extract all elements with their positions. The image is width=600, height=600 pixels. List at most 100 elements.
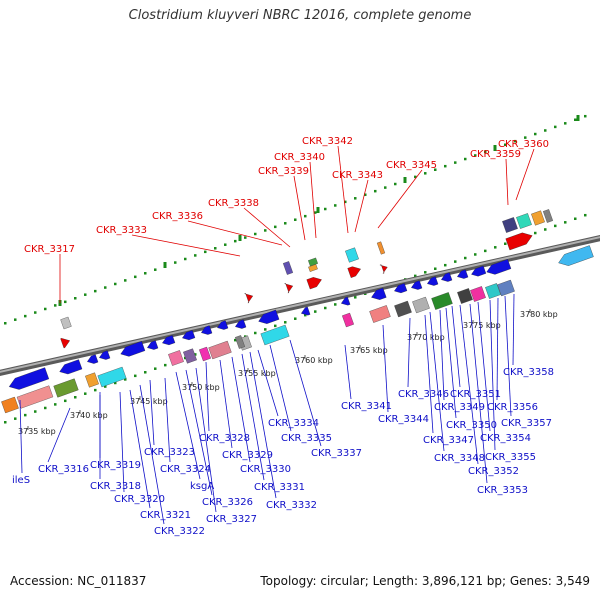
upper-track-dot bbox=[254, 232, 257, 236]
bottom-label-leader bbox=[257, 349, 279, 417]
top-gene-label: CKR_3338 bbox=[208, 198, 259, 209]
feature-block bbox=[168, 350, 184, 366]
upper-track-dot bbox=[64, 300, 67, 304]
bottom-gene-label: CKR_3353 bbox=[477, 485, 528, 496]
bottom-gene-label: CKR_3327 bbox=[206, 514, 257, 525]
genes-layer bbox=[1, 209, 594, 414]
lower-track-dot bbox=[484, 249, 487, 253]
reverse-gene-arrow bbox=[558, 245, 594, 266]
forward-feature-block bbox=[502, 217, 518, 233]
upper-track-dot bbox=[534, 132, 537, 136]
reverse-gene-arrow bbox=[87, 354, 99, 364]
bottom-gene-label: CKR_3324 bbox=[160, 464, 211, 475]
bottom-gene-label: CKR_3356 bbox=[487, 402, 538, 413]
lower-track-dot bbox=[74, 396, 77, 399]
bottom-label-leader bbox=[469, 303, 488, 484]
lower-track-dot bbox=[294, 317, 297, 320]
feature-block bbox=[260, 324, 290, 346]
lower-track-dot bbox=[14, 417, 17, 420]
reverse-gene-arrow bbox=[258, 309, 280, 324]
bottom-label-leader bbox=[231, 356, 251, 463]
bottom-gene-label: CKR_3351 bbox=[450, 389, 501, 400]
upper-track-dot bbox=[434, 168, 437, 171]
upper-track-dot bbox=[464, 157, 467, 161]
reverse-gene-arrow bbox=[162, 335, 176, 346]
upper-track-dot bbox=[444, 164, 447, 168]
lower-track-dot bbox=[124, 378, 127, 381]
lower-track-dot bbox=[564, 221, 567, 224]
bottom-gene-label: CKR_3330 bbox=[240, 464, 291, 475]
bottom-gene-label: CKR_3322 bbox=[154, 526, 205, 537]
lower-track-dot bbox=[24, 413, 27, 417]
reverse-gene-arrow bbox=[471, 265, 487, 277]
lower-track-dot bbox=[444, 263, 447, 267]
upper-track-dot bbox=[154, 268, 157, 271]
upper-track-dot bbox=[234, 239, 237, 243]
feature-block bbox=[97, 366, 127, 388]
lower-track-dot bbox=[314, 310, 317, 313]
upper-track-dot bbox=[354, 197, 357, 200]
bottom-gene-label: CKR_3316 bbox=[38, 464, 89, 475]
scale-tick-label: 3750 kbp bbox=[182, 383, 220, 392]
upper-track-dot bbox=[44, 307, 47, 311]
feature-block bbox=[431, 292, 453, 310]
bottom-gene-label: CKR_3341 bbox=[341, 401, 392, 412]
bottom-gene-label: CKR_3321 bbox=[140, 510, 191, 521]
scale-tick-label: 3770 kbp bbox=[407, 333, 445, 342]
upper-track-dash bbox=[403, 177, 407, 183]
lower-track-dot bbox=[44, 406, 47, 410]
upper-track-dot bbox=[134, 275, 137, 279]
bottom-gene-label: CKR_3347 bbox=[423, 435, 474, 446]
upper-track-dash bbox=[576, 115, 580, 121]
bottom-gene-label: CKR_3319 bbox=[90, 460, 141, 471]
upper-track-dot bbox=[124, 279, 127, 282]
lower-track-dot bbox=[424, 271, 427, 274]
lower-track-dot bbox=[4, 421, 7, 424]
lower-track-dot bbox=[264, 328, 267, 331]
upper-track-dot bbox=[94, 289, 97, 293]
feature-block bbox=[85, 372, 99, 388]
lower-track-dot bbox=[554, 224, 557, 228]
feature-block bbox=[199, 346, 211, 362]
lower-track-dot bbox=[274, 324, 277, 328]
lower-track-dot bbox=[64, 399, 67, 403]
bottom-gene-label: ksgA bbox=[190, 481, 214, 492]
bottom-label-leader bbox=[205, 361, 210, 432]
reverse-gene-arrow bbox=[441, 272, 453, 282]
bottom-gene-label: CKR_3357 bbox=[501, 418, 552, 429]
top-gene-label: CKR_3345 bbox=[386, 160, 437, 171]
bottom-gene-label: CKR_3318 bbox=[90, 481, 141, 492]
bottom-gene-label: CKR_3355 bbox=[485, 452, 536, 463]
lower-track-dot bbox=[284, 321, 287, 324]
forward-gene-arrow bbox=[379, 264, 388, 274]
forward-feature-block bbox=[60, 316, 72, 330]
upper-track-dot bbox=[4, 322, 7, 325]
forward-gene-arrow bbox=[244, 293, 254, 304]
feature-block bbox=[1, 396, 19, 414]
top-gene-label: CKR_3317 bbox=[24, 244, 75, 255]
upper-track-dot bbox=[314, 211, 317, 214]
upper-track-dot bbox=[24, 314, 27, 318]
feature-block bbox=[369, 305, 391, 323]
reverse-gene-arrow bbox=[217, 320, 229, 330]
bottom-gene-label: CKR_3323 bbox=[144, 447, 195, 458]
reverse-gene-arrow bbox=[8, 367, 50, 390]
forward-gene-arrow bbox=[505, 232, 533, 251]
lower-track-dot bbox=[534, 231, 537, 235]
bottom-label-leader bbox=[344, 344, 352, 400]
upper-track-dash bbox=[238, 235, 242, 241]
bottom-label-leader bbox=[496, 297, 499, 401]
bottom-label-leader bbox=[195, 367, 217, 513]
reverse-gene-arrow bbox=[120, 341, 146, 357]
forward-feature-block bbox=[376, 241, 386, 255]
bottom-label-leader bbox=[164, 377, 171, 463]
top-label-leader bbox=[515, 148, 535, 201]
upper-track-dot bbox=[264, 229, 267, 232]
forward-gene-arrow bbox=[306, 277, 322, 290]
reverse-gene-arrow bbox=[411, 280, 423, 290]
lower-track-dot bbox=[464, 256, 467, 260]
upper-track-dot bbox=[104, 286, 107, 289]
lower-track-dot bbox=[54, 403, 57, 406]
